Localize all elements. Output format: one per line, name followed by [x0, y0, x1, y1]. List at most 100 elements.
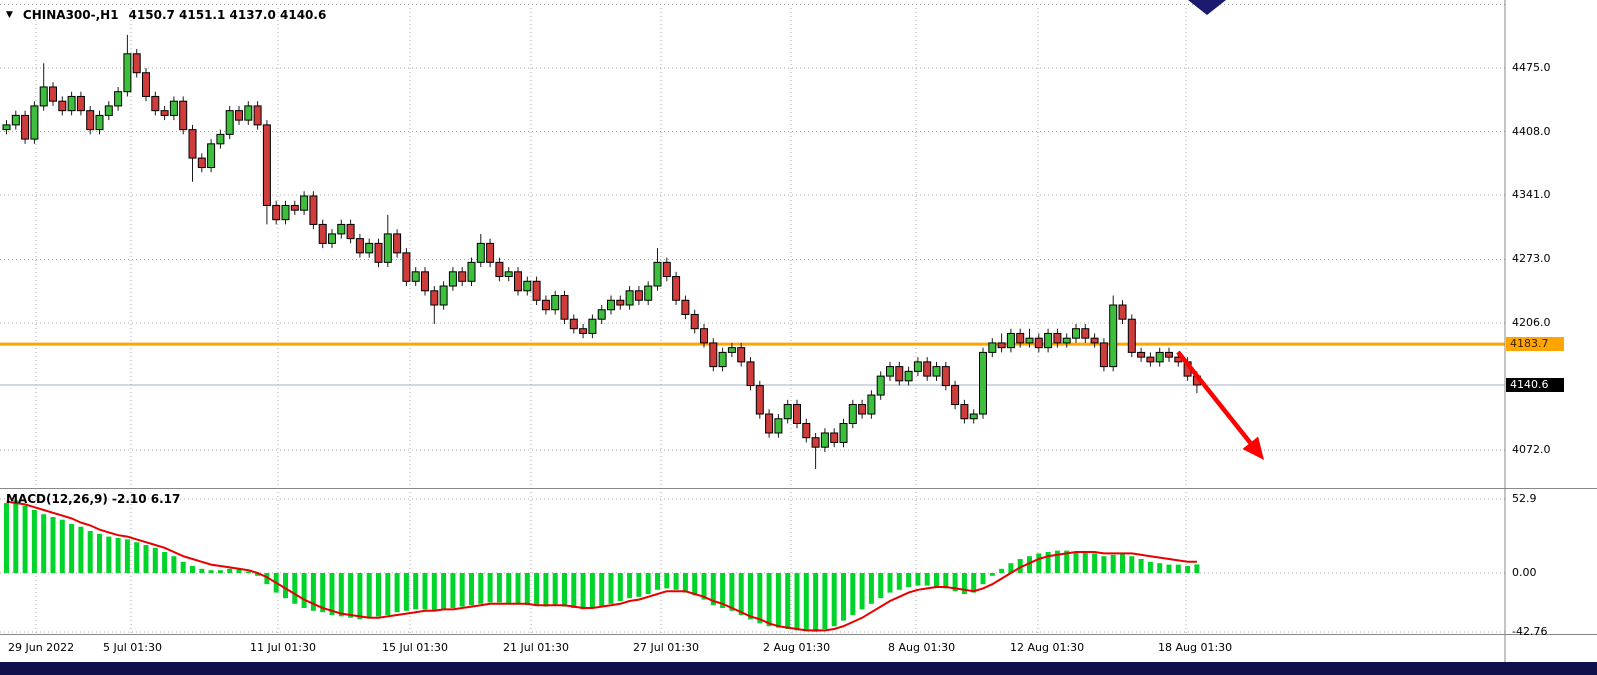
- bear-candle: [941, 366, 950, 387]
- bear-candle: [58, 100, 67, 112]
- bear-candle: [486, 242, 495, 263]
- bear-candle: [579, 328, 588, 334]
- price-axis-label: 4273.0: [1512, 252, 1551, 266]
- bear-candle: [76, 95, 85, 112]
- bull-candle: [820, 432, 829, 448]
- bear-candle: [235, 110, 243, 121]
- bull-candle: [114, 91, 123, 107]
- bull-candle: [328, 233, 336, 244]
- bull-candle: [727, 347, 736, 353]
- chart-title: ▼ CHINA300-,H1 4150.7 4151.1 4137.0 4140…: [6, 8, 326, 22]
- bear-candle: [290, 204, 299, 211]
- bear-candle: [346, 223, 355, 240]
- ohlc-readout: 4150.7 4151.1 4137.0 4140.6: [128, 8, 327, 22]
- bull-candle: [913, 361, 922, 372]
- bull-candle: [67, 95, 76, 112]
- bear-candle: [21, 114, 30, 140]
- bull-candle: [207, 143, 216, 169]
- bottom-status-bar: [0, 662, 1597, 675]
- symbol-dropdown-icon[interactable]: ▼: [6, 10, 13, 20]
- bear-candle: [253, 105, 262, 126]
- bear-candle: [374, 242, 383, 263]
- trend-arrow-shaft[interactable]: [1176, 350, 1253, 445]
- bear-candle: [951, 385, 960, 406]
- bear-candle: [1016, 332, 1025, 344]
- bear-candle: [746, 361, 755, 387]
- macd-axis-label: 52.9: [1512, 491, 1537, 505]
- bull-candle: [411, 271, 420, 282]
- bull-candle: [588, 318, 597, 334]
- trend-arrow-head[interactable]: [1242, 436, 1264, 460]
- bear-candle: [895, 366, 904, 382]
- bull-candle: [439, 285, 448, 306]
- bear-candle: [458, 271, 467, 282]
- bull-candle: [1006, 332, 1015, 349]
- current-price-tag: 4140.6: [1506, 378, 1564, 392]
- time-axis-label: 8 Aug 01:30: [888, 641, 956, 654]
- time-axis-label: 27 Jul 01:30: [633, 641, 699, 654]
- bull-candle: [123, 53, 132, 93]
- bear-candle: [272, 204, 281, 221]
- bear-candle: [86, 110, 95, 131]
- bull-candle: [876, 375, 885, 396]
- bear-candle: [541, 299, 550, 311]
- bear-candle: [514, 271, 522, 292]
- bear-candle: [1118, 304, 1127, 320]
- bull-candle: [104, 105, 113, 116]
- corner-marker-icon: [1188, 0, 1226, 15]
- price-axis-label: 4072.0: [1512, 443, 1551, 457]
- bear-candle: [737, 347, 746, 363]
- bull-candle: [597, 309, 606, 320]
- bear-candle: [160, 110, 169, 116]
- bull-candle: [644, 285, 653, 301]
- bear-candle: [151, 95, 160, 112]
- bull-candle: [448, 271, 457, 287]
- bear-candle: [700, 328, 708, 344]
- bull-candle: [504, 271, 513, 278]
- bull-candle: [169, 100, 178, 116]
- bear-candle: [997, 342, 1006, 349]
- macd-indicator-label: MACD(12,26,9) -2.10 6.17: [6, 492, 181, 506]
- bull-candle: [1025, 337, 1034, 344]
- bear-candle: [858, 404, 867, 415]
- time-axis-label: 5 Jul 01:30: [103, 641, 162, 654]
- bull-candle: [225, 110, 234, 135]
- bull-candle: [783, 404, 792, 420]
- bear-candle: [430, 290, 439, 306]
- macd-axis-label: 0.00: [1512, 566, 1537, 579]
- bear-candle: [1137, 351, 1146, 358]
- bear-candle: [569, 318, 578, 330]
- bull-candle: [1062, 337, 1071, 344]
- bear-candle: [560, 295, 569, 320]
- bull-candle: [1109, 304, 1118, 368]
- bull-candle: [904, 370, 913, 382]
- bear-candle: [765, 413, 774, 434]
- bear-candle: [421, 271, 429, 292]
- bear-candle: [634, 290, 643, 301]
- bull-candle: [653, 261, 662, 287]
- bear-candle: [1127, 318, 1136, 353]
- bull-candle: [1155, 351, 1164, 363]
- bear-candle: [672, 276, 681, 301]
- bear-candle: [811, 437, 820, 448]
- bear-candle: [1053, 332, 1062, 344]
- bull-candle: [988, 342, 997, 353]
- bull-candle: [216, 133, 225, 145]
- price-axis-label: 4475.0: [1512, 61, 1551, 74]
- bull-candle: [523, 280, 532, 292]
- bull-candle: [867, 394, 876, 415]
- bull-candle: [365, 242, 374, 254]
- time-axis-label: 18 Aug 01:30: [1158, 641, 1233, 654]
- bear-candle: [1034, 337, 1043, 349]
- price-axis-label: 4408.0: [1512, 124, 1551, 138]
- bear-candle: [1165, 351, 1173, 358]
- bull-candle: [11, 114, 20, 126]
- bear-candle: [495, 261, 504, 278]
- bull-candle: [839, 423, 848, 443]
- bull-candle: [932, 366, 941, 377]
- bull-candle: [244, 105, 253, 121]
- bull-candle: [467, 261, 476, 282]
- bull-candle: [774, 418, 783, 434]
